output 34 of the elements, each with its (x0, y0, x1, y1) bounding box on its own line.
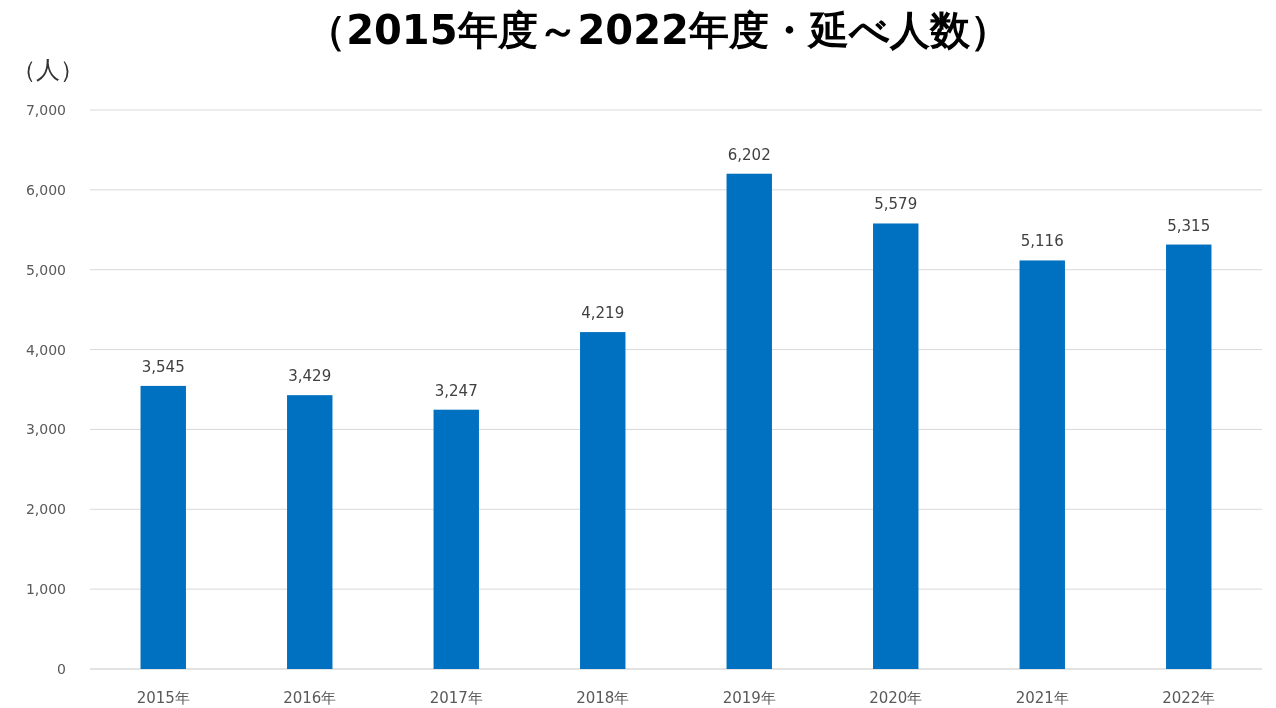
data-label: 3,545 (141, 357, 185, 376)
bar (287, 395, 333, 669)
data-label: 5,315 (1167, 216, 1211, 235)
bar (1166, 244, 1212, 669)
y-tick-label: 3,000 (25, 421, 66, 438)
data-label: 6,202 (727, 145, 771, 164)
x-tick-label: 2020年 (869, 689, 923, 707)
bar (433, 409, 479, 669)
data-label: 3,247 (434, 381, 478, 400)
x-tick-label: 2018年 (576, 689, 630, 707)
bar (140, 385, 186, 669)
y-tick-label: 4,000 (25, 341, 66, 358)
data-label: 4,219 (581, 304, 625, 323)
x-tick-label: 2017年 (429, 689, 483, 707)
y-tick-label: 6,000 (25, 181, 66, 198)
y-tick-label: 1,000 (25, 581, 66, 598)
data-label: 5,116 (1020, 232, 1064, 251)
y-tick-label: 0 (57, 661, 66, 677)
x-tick-label: 2022年 (1162, 689, 1216, 707)
x-tick-label: 2016年 (283, 689, 337, 707)
chart-title: （2015年度～2022年度・延べ人数） (306, 7, 1010, 53)
data-label: 3,429 (288, 367, 332, 386)
x-tick-label: 2021年 (1015, 689, 1069, 707)
bar (873, 223, 919, 669)
bar (726, 173, 772, 669)
data-label: 5,579 (874, 195, 918, 214)
y-axis-title: （人） (12, 56, 84, 84)
y-tick-label: 2,000 (25, 501, 66, 518)
y-tick-label: 5,000 (25, 261, 66, 278)
bar (580, 332, 626, 669)
y-tick-label: 7,000 (25, 102, 66, 118)
x-tick-label: 2019年 (722, 689, 776, 707)
bar (1019, 260, 1065, 669)
x-tick-label: 2015年 (136, 689, 190, 707)
